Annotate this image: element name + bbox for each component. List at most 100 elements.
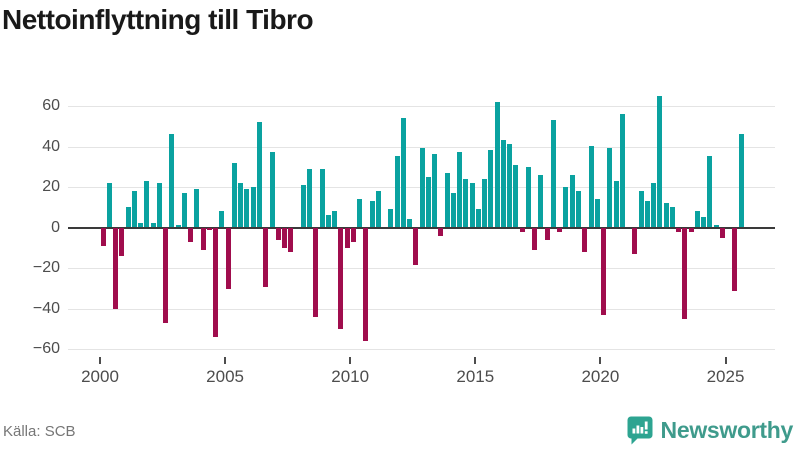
bar-2011Q3: [388, 209, 394, 228]
bar-2012Q4: [419, 148, 425, 228]
gridline-y-40: [68, 146, 775, 148]
bar-2009Q4: [344, 228, 350, 249]
y-axis-label--40: −40: [32, 299, 60, 317]
gridline-y-60: [68, 106, 775, 108]
bar-2010Q4: [369, 200, 375, 228]
bar-2007Q1: [275, 228, 281, 241]
bar-2002Q1: [150, 223, 156, 228]
bar-2005Q3: [238, 182, 244, 228]
bar-2009Q1: [325, 215, 331, 228]
bar-2009Q3: [338, 228, 344, 330]
bar-2006Q3: [263, 228, 269, 287]
x-axis-tick-2010: [349, 357, 352, 364]
bar-2008Q2: [307, 168, 313, 228]
bar-2000Q4: [119, 228, 125, 257]
bar-2024Q4: [719, 228, 725, 239]
bar-2020Q3: [613, 180, 619, 228]
x-axis-tick-2025: [724, 357, 727, 364]
bar-2022Q3: [663, 202, 669, 228]
x-axis-tick-2000: [99, 357, 101, 364]
bar-2011Q1: [375, 190, 381, 228]
bar-2019Q1: [576, 190, 581, 228]
bar-2003Q4: [194, 188, 200, 228]
bar-2018Q4: [569, 174, 575, 228]
bar-2003Q1: [175, 225, 181, 228]
x-axis-label-2000: 2000: [81, 367, 119, 386]
bar-2005Q4: [244, 188, 250, 228]
bar-2015Q2: [482, 178, 488, 228]
y-axis-label-20: 20: [42, 178, 60, 196]
bar-2008Q4: [319, 168, 325, 228]
bar-2024Q1: [701, 217, 707, 228]
bar-2008Q1: [300, 184, 306, 228]
bar-2013Q2: [432, 154, 438, 228]
source-note: Källa: SCB: [3, 423, 76, 440]
bar-2015Q4: [494, 101, 500, 228]
y-axis-label-0: 0: [51, 218, 60, 236]
y-axis-label--20: −20: [32, 259, 60, 277]
bar-2012Q1: [400, 118, 406, 228]
bar-2003Q3: [188, 228, 194, 243]
x-axis-label-2020: 2020: [581, 367, 620, 386]
bar-2015Q1: [475, 209, 481, 228]
bar-2007Q3: [288, 228, 294, 253]
bar-2012Q2: [407, 219, 413, 228]
bar-2017Q1: [525, 166, 531, 228]
bar-chart-speech-bubble-icon: [627, 416, 653, 445]
bar-2010Q1: [350, 228, 356, 243]
bar-2001Q3: [138, 223, 144, 228]
bar-2024Q3: [713, 225, 719, 228]
bar-2006Q2: [257, 122, 262, 228]
bar-2016Q1: [500, 140, 506, 228]
gridline-y--40: [68, 308, 775, 310]
x-axis-label-2025: 2025: [706, 367, 745, 386]
bar-2004Q2: [206, 228, 212, 231]
bar-2007Q2: [282, 228, 288, 249]
bar-2004Q1: [200, 228, 206, 251]
zero-axis-line: [68, 226, 775, 229]
bar-2020Q1: [601, 228, 607, 316]
bar-2019Q3: [588, 146, 594, 228]
bar-2004Q4: [219, 211, 225, 228]
gridline-y--60: [68, 348, 775, 350]
bar-2003Q2: [181, 192, 187, 228]
y-axis-label-60: 60: [42, 97, 60, 115]
bar-2008Q3: [313, 228, 319, 318]
bar-2001Q1: [125, 206, 131, 228]
newsworthy-logo[interactable]: Newsworthy: [627, 413, 793, 447]
x-axis-label-2005: 2005: [206, 367, 244, 386]
bar-2023Q1: [676, 228, 682, 233]
bar-2017Q2: [532, 228, 538, 251]
bar-2019Q2: [582, 228, 588, 253]
bar-2006Q1: [250, 186, 256, 228]
bar-2023Q3: [688, 228, 694, 233]
bar-2018Q1: [550, 120, 556, 228]
bar-2017Q3: [538, 174, 544, 228]
bar-2005Q2: [231, 162, 237, 228]
bar-2002Q2: [156, 182, 162, 228]
bar-2020Q4: [619, 114, 625, 228]
bar-2012Q3: [413, 228, 419, 265]
bar-2001Q2: [131, 190, 137, 228]
bar-2009Q2: [332, 211, 338, 228]
y-axis-label-40: 40: [42, 137, 60, 155]
chart-title: Nettoinflyttning till Tibro: [2, 4, 314, 35]
bar-2002Q3: [163, 228, 169, 324]
bar-2011Q4: [394, 156, 400, 228]
bar-2020Q2: [607, 148, 613, 228]
newsworthy-logo-text: Newsworthy: [660, 416, 794, 443]
bar-2010Q2: [357, 198, 363, 228]
bar-2023Q2: [682, 228, 688, 320]
bar-2016Q4: [519, 228, 525, 233]
bar-2022Q2: [657, 95, 663, 228]
bar-2018Q3: [563, 186, 569, 228]
y-axis-label--60: −60: [32, 339, 60, 357]
x-axis-label-2010: 2010: [331, 367, 370, 386]
bar-2000Q3: [113, 228, 119, 310]
bar-2010Q3: [363, 228, 369, 342]
bar-2014Q1: [450, 192, 456, 228]
bar-2023Q4: [694, 211, 700, 228]
bar-2018Q2: [557, 228, 563, 233]
bar-2005Q1: [225, 228, 231, 289]
bar-2019Q4: [594, 198, 600, 228]
